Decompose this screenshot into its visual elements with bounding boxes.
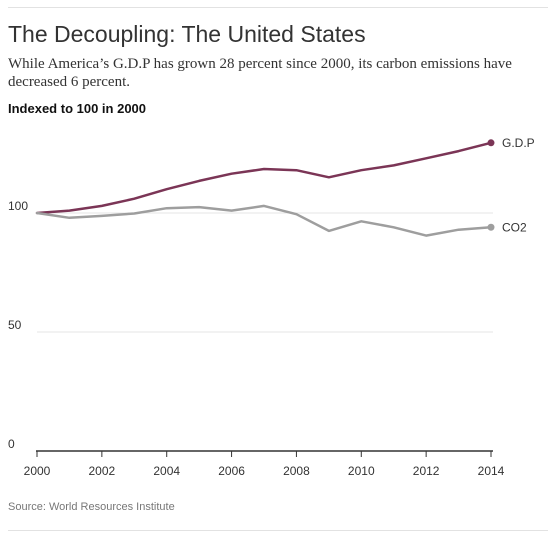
top-rule [8, 7, 548, 8]
unit-label: Indexed to 100 in 2000 [8, 101, 147, 116]
series-label-gdp: G.D.P [502, 136, 535, 150]
series-endpoint-co2 [487, 223, 495, 231]
y-tick-label-100: 100 [8, 199, 28, 213]
y-tick-label-50: 50 [8, 318, 22, 332]
chart-subtitle: While America’s G.D.P has grown 28 perce… [8, 56, 512, 90]
x-tick-label-2008: 2008 [283, 464, 310, 478]
x-tick-label-2006: 2006 [218, 464, 245, 478]
y-axis-ticks: 0 50 100 [8, 199, 28, 451]
series-label-co2: CO2 [502, 220, 527, 234]
chart-title: The Decoupling: The United States [8, 21, 366, 47]
x-tick-label-2000: 2000 [24, 464, 51, 478]
x-tick-label-2014: 2014 [478, 464, 505, 478]
series-lines: G.D.P CO2 [35, 136, 535, 237]
gridlines [37, 212, 493, 333]
x-tick-label-2004: 2004 [153, 464, 180, 478]
x-tick-label-2002: 2002 [89, 464, 116, 478]
series-line-gdp [35, 141, 493, 215]
series-endpoint-gdp [487, 139, 495, 147]
bottom-rule [8, 530, 548, 531]
x-axis: 2000 2002 2004 2006 2008 2010 2012 2014 [24, 450, 505, 478]
x-tick-label-2010: 2010 [348, 464, 375, 478]
source-note: Source: World Resources Institute [8, 501, 175, 513]
y-tick-label-0: 0 [8, 437, 15, 451]
x-tick-label-2012: 2012 [413, 464, 440, 478]
series-line-co2 [35, 204, 493, 237]
